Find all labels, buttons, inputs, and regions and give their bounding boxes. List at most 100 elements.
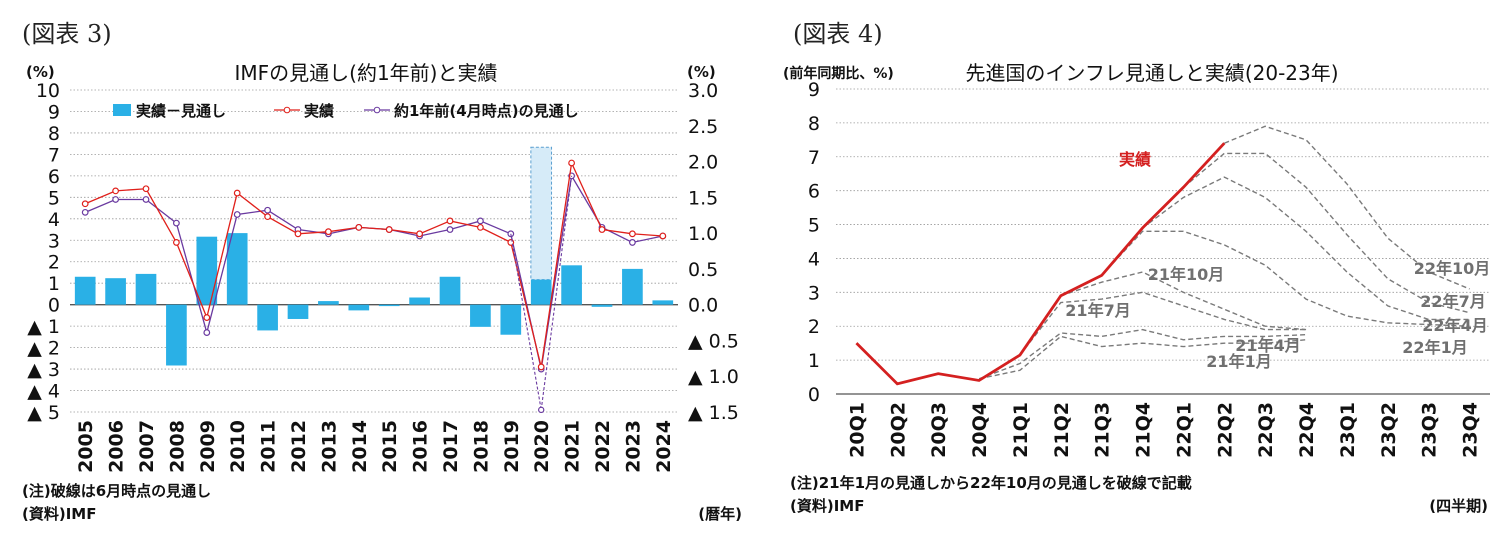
point-2023 (629, 239, 636, 246)
right-figure-label: (図表 4) (793, 20, 883, 48)
point-2006 (112, 187, 119, 195)
series-label: 21年4月 (1235, 336, 1300, 355)
y-tick-label-left: 8 (48, 123, 60, 145)
y-tick-label-left: 1 (48, 273, 60, 295)
y-tick-label-right: 2.0 (688, 152, 718, 174)
point-2020 (537, 363, 545, 371)
point-2013 (325, 228, 332, 236)
y-tick-label-left: ▲ 1 (27, 316, 60, 338)
left-bars (74, 233, 674, 366)
y-tick-label: 7 (808, 147, 820, 169)
point-2017 (446, 226, 454, 233)
x-tick-label: 2019 (501, 420, 523, 473)
x-tick-label: 2018 (470, 420, 492, 473)
y-tick-label-left: 2 (48, 252, 60, 274)
dashed-line-right (540, 175, 573, 410)
right-note: (注)21年1月の見通しから22年10月の見通しを破線で記載 (790, 474, 1192, 492)
y-tick-label-left: ▲ 2 (27, 338, 60, 360)
y-tick-label-left: 5 (48, 187, 60, 209)
point-2010 (233, 189, 241, 197)
series-label: 22年7月 (1420, 292, 1485, 311)
point-2008 (172, 239, 180, 246)
y-tick-label-right: 0.5 (688, 259, 718, 281)
series-line-5 (1101, 230, 1470, 327)
point-2024 (659, 232, 667, 240)
bar-2010 (226, 233, 248, 305)
legend-swatch-bar (113, 104, 131, 116)
x-tick-label: 21Q3 (1092, 402, 1114, 458)
point-2017 (446, 217, 454, 225)
point-2015 (385, 226, 393, 233)
right-y-ticks-group: 0 1 2 3 4 5 6 7 8 9 (808, 79, 820, 406)
y-tick-label: 6 (808, 181, 820, 203)
y-tick-label-right: 1.0 (688, 223, 718, 245)
bar-2024 (652, 300, 674, 305)
point-2018 (477, 217, 484, 225)
point-2011 (264, 206, 272, 214)
y-tick-label-left: 10 (36, 80, 60, 102)
right-gridlines (836, 88, 1490, 395)
x-tick-label: 2010 (227, 420, 249, 473)
point-2023 (629, 230, 636, 238)
x-tick-label: 20Q2 (887, 402, 909, 458)
series-line-1 (978, 335, 1307, 380)
x-tick-label: 2009 (197, 420, 219, 473)
x-tick-label: 20Q4 (969, 402, 991, 458)
x-tick-label: 23Q4 (1460, 402, 1482, 458)
point-2018 (477, 223, 484, 231)
series-line-6 (1142, 176, 1470, 321)
left-gridlines (70, 89, 678, 413)
x-tick-label: 2016 (410, 420, 432, 473)
left-chart-title: IMFの見通し(約1年前)と実績 (235, 61, 498, 85)
series-label: 実績 (1119, 150, 1151, 169)
bar-2014 (348, 304, 370, 311)
y-tick-label-left: 3 (48, 230, 60, 252)
series-label: 21年10月 (1148, 265, 1225, 284)
y-tick-label-right: 3.0 (688, 80, 718, 102)
right-period-unit: (四半期) (1429, 497, 1488, 515)
x-tick-label: 2012 (288, 420, 310, 473)
bar-2020 (530, 279, 552, 305)
point-2005 (81, 200, 89, 208)
x-tick-label: 23Q3 (1419, 402, 1441, 458)
y-tick-label-left: 0 (48, 295, 60, 317)
y-tick-label-left: 6 (48, 166, 60, 188)
y-tick-label-right: ▲ 1.5 (688, 402, 739, 424)
point-2009 (203, 329, 211, 336)
right-lines (855, 125, 1470, 386)
x-tick-label: 23Q1 (1337, 402, 1359, 458)
bar-2011 (257, 304, 278, 331)
bar-2021 (561, 265, 582, 305)
point-2011 (264, 213, 272, 221)
left-figure-label: (図表 3) (22, 20, 112, 48)
line-actual (84, 160, 663, 368)
left-note: (注)破線は6月時点の見通し (22, 482, 211, 500)
series-label: 22年10月 (1414, 259, 1491, 278)
dashed-point-2020 (538, 406, 545, 414)
series-line-2 (978, 328, 1307, 380)
x-tick-label: 2006 (106, 420, 128, 473)
y-tick-label: 3 (808, 282, 820, 304)
left-legend: 実績－見通し 実績 約1年前(4月時点)の見通し (113, 102, 579, 120)
left-x-ticks: 2005 2006 2007 2008 2009 2010 2011 2012 2013 2014… (75, 420, 675, 473)
y-tick-label: 4 (808, 248, 820, 270)
point-2009 (203, 314, 211, 321)
y-tick-label: 2 (808, 316, 820, 338)
x-tick-label: 21Q4 (1133, 402, 1155, 458)
y-tick-label: 1 (808, 350, 820, 372)
bar-2012 (287, 304, 309, 319)
right-y-axis-label: (%) (687, 63, 716, 81)
left-source: (資料)IMF (22, 505, 96, 523)
y-tick-label-left: ▲ 5 (27, 402, 60, 424)
bar-2023 (622, 268, 643, 305)
bar-2019 (500, 304, 522, 335)
x-tick-label: 2015 (379, 420, 401, 473)
y-tick-label-right: ▲ 1.0 (688, 366, 739, 388)
series-line-7 (1182, 152, 1470, 314)
bar-2015 (378, 304, 400, 307)
y-tick-label-right: 0.0 (688, 295, 718, 317)
point-2007 (142, 185, 150, 193)
left-period-unit: (暦年) (698, 505, 742, 523)
x-tick-label: 20Q1 (846, 402, 868, 458)
